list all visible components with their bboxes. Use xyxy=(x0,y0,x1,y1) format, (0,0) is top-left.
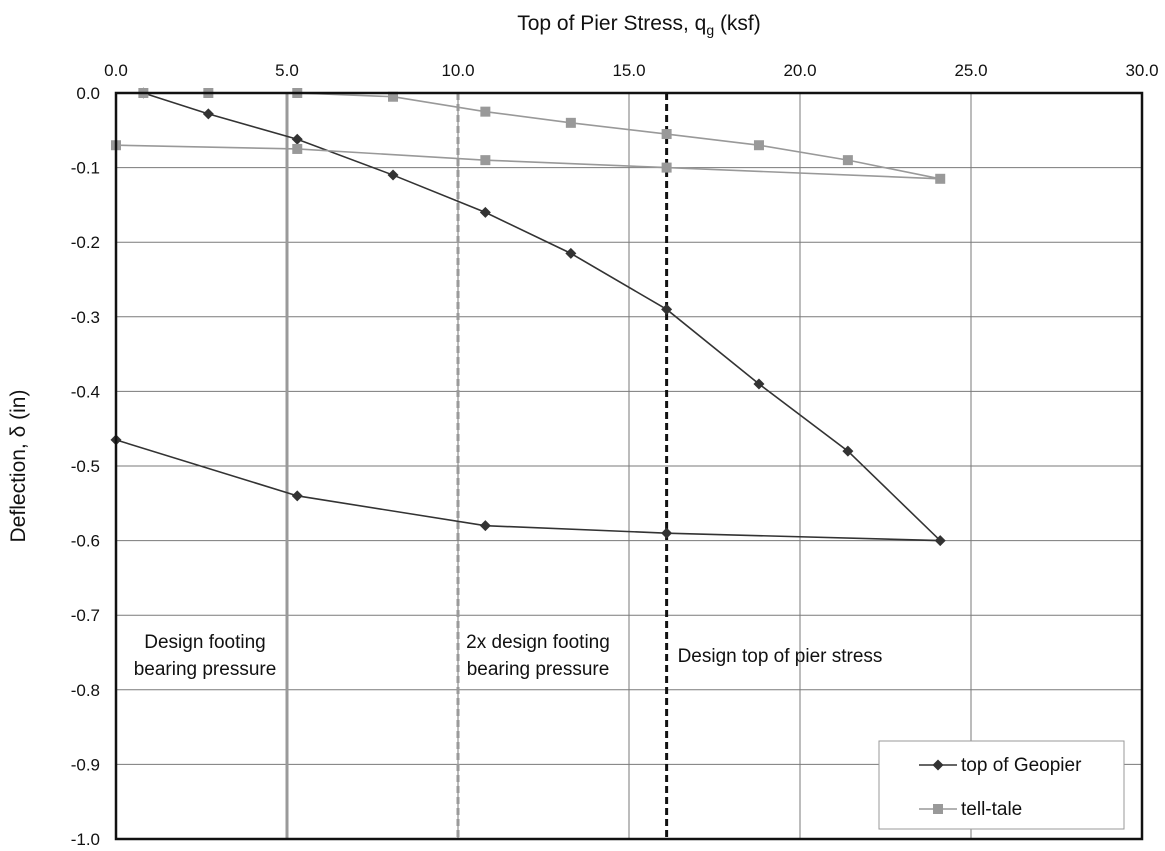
y-tick-label: -0.5 xyxy=(71,457,100,476)
y-tick-label: -0.9 xyxy=(71,755,100,774)
data-point xyxy=(388,91,399,102)
x-axis-title: Top of Pier Stress, qg (ksf) xyxy=(517,12,761,38)
reference-label: Design top of pier stress xyxy=(678,646,883,667)
reference-label: bearing pressure xyxy=(467,659,610,680)
data-point xyxy=(935,173,946,184)
data-point xyxy=(292,143,303,154)
y-axis-title: Deflection, δ (in) xyxy=(7,390,30,543)
data-point xyxy=(661,527,673,539)
y-tick-label: -0.8 xyxy=(71,681,100,700)
data-point xyxy=(842,445,854,457)
series-1 xyxy=(111,88,946,184)
series-line xyxy=(115,92,943,542)
tick-labels: 0.0 5.0 10.0 15.0 20.0 25.0 30.0 0.0 -0.1 -0.2 -0.… xyxy=(71,61,1159,849)
data-point xyxy=(753,140,764,151)
data-point xyxy=(291,133,303,145)
y-tick-label: 0.0 xyxy=(76,84,100,103)
y-tick-label: -0.7 xyxy=(71,606,100,625)
x-axis-title-unit: (ksf) xyxy=(714,12,761,35)
x-tick-label: 30.0 xyxy=(1125,61,1158,80)
x-tick-label: 20.0 xyxy=(783,61,816,80)
plot-frame xyxy=(114,91,1144,841)
y-tick-label: -0.4 xyxy=(71,382,100,401)
data-point xyxy=(202,108,214,120)
data-point xyxy=(480,155,491,166)
legend-label: tell-tale xyxy=(961,799,1022,820)
x-tick-label: 0.0 xyxy=(104,61,128,80)
legend: top of Geopier tell-tale xyxy=(878,740,1125,830)
x-tick-label: 10.0 xyxy=(441,61,474,80)
series-layer xyxy=(110,87,946,547)
data-point xyxy=(565,117,576,128)
y-tick-label: -0.6 xyxy=(71,532,100,551)
data-point xyxy=(387,169,399,181)
legend-box xyxy=(878,740,1125,830)
data-point xyxy=(479,520,491,532)
data-point xyxy=(932,759,944,771)
y-tick-label: -0.1 xyxy=(71,159,100,178)
data-point xyxy=(565,247,577,259)
grid xyxy=(115,92,1143,840)
data-point xyxy=(479,206,491,218)
data-point xyxy=(842,155,853,166)
reference-lines: Design footing bearing pressure 2x design … xyxy=(134,93,883,839)
y-tick-label: -0.2 xyxy=(71,233,100,252)
data-point xyxy=(661,129,672,140)
reference-label: Design footing xyxy=(144,632,265,653)
x-tick-label: 25.0 xyxy=(954,61,987,80)
data-point xyxy=(291,490,303,502)
data-point xyxy=(753,378,765,390)
data-point xyxy=(933,804,943,814)
data-point xyxy=(934,535,946,547)
reference-label: bearing pressure xyxy=(134,659,277,680)
data-point xyxy=(661,303,673,315)
data-point xyxy=(661,162,672,173)
y-tick-label: -1.0 xyxy=(71,830,100,849)
legend-label: top of Geopier xyxy=(961,755,1082,776)
y-tick-label: -0.3 xyxy=(71,308,100,327)
x-axis-title-subscript: g xyxy=(706,22,714,38)
data-point xyxy=(480,106,491,117)
x-tick-label: 5.0 xyxy=(275,61,299,80)
series-line xyxy=(115,92,941,180)
reference-label: 2x design footing xyxy=(466,632,610,653)
x-tick-label: 15.0 xyxy=(612,61,645,80)
